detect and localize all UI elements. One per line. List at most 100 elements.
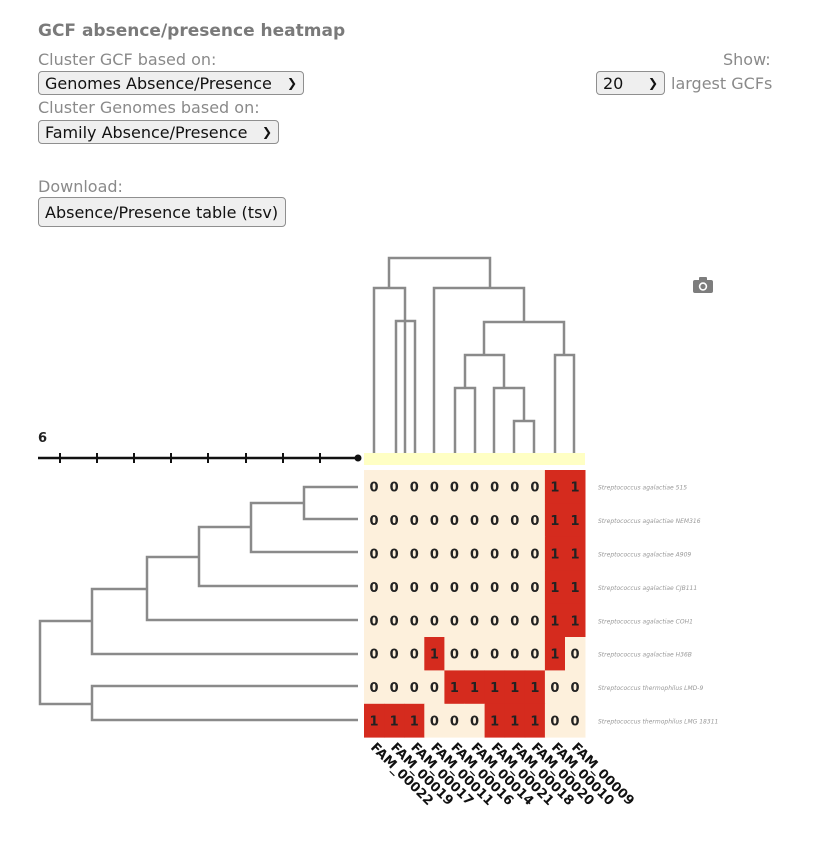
heatmap-cells bbox=[364, 470, 586, 738]
heatmap-cell bbox=[444, 470, 465, 504]
heatmap-cell bbox=[484, 503, 506, 538]
heatmap-cell bbox=[565, 503, 586, 538]
heatmap-cell-value: 1 bbox=[410, 715, 419, 730]
heatmap-cell bbox=[444, 670, 465, 705]
heatmap-cell-value: 0 bbox=[490, 614, 499, 629]
heatmap-cell-value: 0 bbox=[390, 681, 399, 696]
heatmap-cell bbox=[565, 536, 586, 571]
chevron-down-icon: ❯ bbox=[286, 76, 297, 90]
heatmap-cell-value: 0 bbox=[470, 514, 479, 529]
heatmap-cell-value: 0 bbox=[430, 514, 439, 529]
heatmap-cell bbox=[504, 603, 526, 638]
heatmap-cell-value: 0 bbox=[530, 648, 539, 663]
heatmap-cell-value: 0 bbox=[430, 614, 439, 629]
heatmap-cell-value: 1 bbox=[571, 581, 580, 596]
heatmap-cell bbox=[384, 536, 405, 571]
heatmap-cell-value: 0 bbox=[571, 648, 580, 663]
heatmap-cell-value: 0 bbox=[490, 514, 499, 529]
heatmap-cell bbox=[544, 603, 566, 638]
heatmap-cell-value: 0 bbox=[470, 715, 479, 730]
heatmap-cell bbox=[424, 603, 445, 638]
heatmap-cell-value: 0 bbox=[390, 648, 399, 663]
heatmap-cell-value: 0 bbox=[490, 581, 499, 596]
heatmap-cell bbox=[504, 703, 526, 738]
heatmap-cell bbox=[404, 603, 425, 638]
heatmap-cell bbox=[384, 470, 405, 504]
row-tree-branch bbox=[90, 587, 358, 656]
download-tsv-button[interactable]: Absence/Presence table (tsv) bbox=[38, 197, 286, 227]
heatmap-cell bbox=[544, 570, 566, 604]
heatmap-cell-value: 0 bbox=[430, 681, 439, 696]
heatmap-cell-value: 1 bbox=[510, 715, 519, 730]
heatmap-cell bbox=[424, 703, 445, 738]
heatmap-cell bbox=[444, 603, 465, 638]
camera-icon[interactable] bbox=[693, 277, 713, 293]
heatmap-cell bbox=[544, 670, 566, 705]
cluster-gcf-select[interactable]: Genomes Absence/Presence ❯ bbox=[38, 71, 304, 95]
heatmap-cell-value: 1 bbox=[550, 648, 559, 663]
heatmap-cell bbox=[504, 637, 526, 671]
heatmap-cell bbox=[384, 503, 405, 538]
heatmap-cell bbox=[424, 503, 445, 538]
heatmap-cell bbox=[524, 536, 546, 571]
heatmap-cell-value: 0 bbox=[510, 581, 519, 596]
heatmap-cell bbox=[544, 703, 566, 738]
show-count-select[interactable]: 20 ❯ bbox=[596, 71, 665, 95]
heatmap-cell-value: 0 bbox=[530, 481, 539, 496]
heatmap-cell bbox=[384, 670, 405, 705]
row-label: Streptococcus agalactiae 515 bbox=[598, 485, 687, 492]
heatmap-cell-value: 1 bbox=[530, 681, 539, 696]
heatmap-cell bbox=[464, 703, 485, 738]
heatmap-cell bbox=[444, 570, 465, 604]
heatmap-cell-value: 0 bbox=[410, 581, 419, 596]
heatmap-cell bbox=[565, 670, 586, 705]
heatmap-cell bbox=[524, 670, 546, 705]
heatmap-cell bbox=[404, 470, 425, 504]
heatmap-cell bbox=[364, 503, 385, 538]
heatmap-cell bbox=[404, 670, 425, 705]
row-label: Streptococcus thermophilus LMD-9 bbox=[598, 685, 703, 692]
heatmap-cell-value: 0 bbox=[390, 514, 399, 529]
heatmap-cell-value: 1 bbox=[550, 581, 559, 596]
heatmap-cell-value: 0 bbox=[450, 481, 459, 496]
heatmap-cell-value: 1 bbox=[571, 481, 580, 496]
show-label: Show: bbox=[723, 50, 771, 69]
heatmap-cell bbox=[404, 536, 425, 571]
heatmap-cell-value: 0 bbox=[410, 648, 419, 663]
heatmap-values: 0 0 0 0 0 0 0 0 0 1 10 0 0 0 0 0 0 0 0 1 10 0 0 0 0 0 0 0 0 1 10 0 0 0 0 0 0… bbox=[370, 481, 580, 730]
heatmap-cell-value: 0 bbox=[370, 548, 379, 563]
heatmap-cell-value: 1 bbox=[571, 514, 580, 529]
heatmap-cell-value: 0 bbox=[450, 614, 459, 629]
cluster-genomes-label: Cluster Genomes based on: bbox=[38, 98, 260, 117]
heatmap-cell bbox=[404, 503, 425, 538]
heatmap-cell-value: 0 bbox=[510, 481, 519, 496]
row-dendrogram bbox=[38, 485, 358, 722]
heatmap-cell-value: 0 bbox=[410, 514, 419, 529]
heatmap-cell bbox=[464, 570, 485, 604]
heatmap-cell-value: 0 bbox=[571, 681, 580, 696]
cluster-genomes-select[interactable]: Family Absence/Presence ❯ bbox=[38, 120, 279, 144]
cluster-genomes-value: Family Absence/Presence bbox=[45, 122, 248, 142]
heatmap-cell bbox=[444, 637, 465, 671]
heatmap-cell-value: 0 bbox=[470, 548, 479, 563]
column-dendrogram bbox=[372, 256, 576, 453]
heatmap-cell-value: 1 bbox=[370, 715, 379, 730]
heatmap-cell bbox=[424, 670, 445, 705]
heatmap-cell bbox=[464, 470, 485, 504]
heatmap-cell bbox=[565, 603, 586, 638]
heatmap-cell bbox=[504, 670, 526, 705]
heatmap-cell bbox=[364, 670, 385, 705]
heatmap-cell-value: 0 bbox=[530, 614, 539, 629]
heatmap-cell bbox=[384, 570, 405, 604]
header-band bbox=[364, 453, 585, 465]
heatmap-cell bbox=[504, 570, 526, 604]
heatmap-cell bbox=[484, 670, 506, 705]
heatmap-cell bbox=[424, 470, 445, 504]
heatmap-cell bbox=[484, 470, 506, 504]
download-label: Download: bbox=[38, 177, 123, 196]
heatmap-cell-value: 0 bbox=[390, 548, 399, 563]
heatmap-cell bbox=[464, 637, 485, 671]
heatmap-cell-value: 0 bbox=[370, 581, 379, 596]
col-tree-branch bbox=[432, 286, 526, 453]
heatmap-cell-value: 0 bbox=[510, 614, 519, 629]
